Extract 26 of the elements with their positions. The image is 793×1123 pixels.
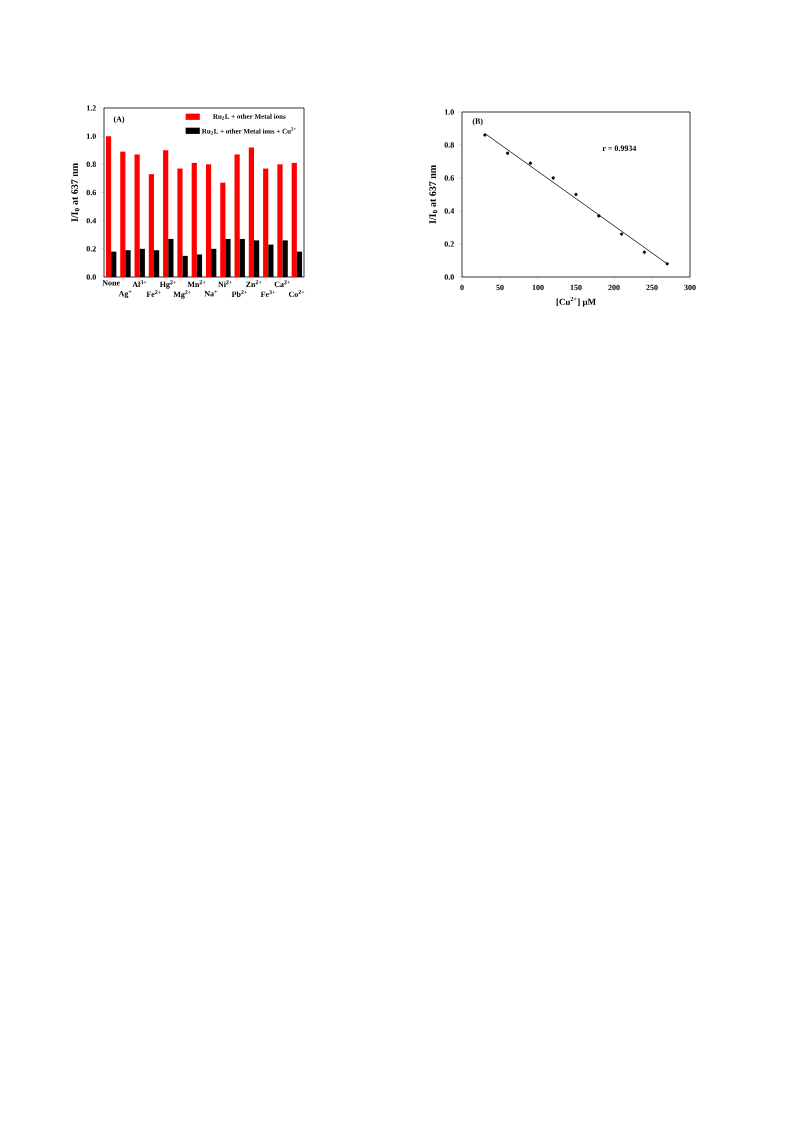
bar [148,174,154,277]
bar [234,154,240,277]
bar [120,151,126,277]
bar [163,150,169,277]
bar [205,164,212,277]
bar [177,168,183,277]
point [574,192,578,197]
bar [277,164,283,277]
bar [105,136,112,277]
x-axis-title: [Cu$^{2+}$] μM [556,296,596,307]
point [483,133,487,137]
point [620,232,624,236]
y-axis-title: I/I$_{0}$ at 637 nm [71,163,80,222]
bar [134,154,140,277]
bar [220,182,226,277]
y-axis-title: I/I$_{0}$ at 637 nm [429,165,438,224]
bar [291,162,297,277]
point [551,176,555,180]
point [506,151,510,155]
point [642,250,646,254]
bar [248,147,254,277]
point [528,161,532,165]
point [597,214,601,218]
point [665,262,669,266]
bar [263,168,269,277]
bar [191,162,197,277]
